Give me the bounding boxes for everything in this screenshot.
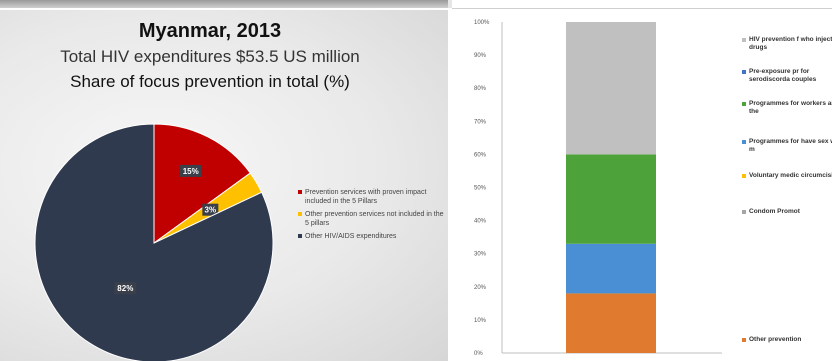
y-tick-label: 60% xyxy=(474,152,487,158)
bar-legend-swatch-2 xyxy=(742,70,746,74)
pie-legend-label-2: Other prevention services not included i… xyxy=(305,211,444,227)
y-tick-label: 80% xyxy=(474,86,487,92)
pie-legend-label-3: Other HIV/AIDS expenditures xyxy=(305,233,397,240)
pie-legend-swatch-2 xyxy=(298,212,302,216)
bar-legend-label-1: HIV prevention f who inject drugs xyxy=(749,36,832,51)
bar-legend-label-4: Programmes for have sex with m xyxy=(749,138,832,153)
bar-legend-swatch-3 xyxy=(742,102,746,106)
bar-legend-item-7: Other prevention xyxy=(742,336,832,344)
y-tick-label: 50% xyxy=(474,186,487,192)
bar-segment-4 xyxy=(566,243,656,294)
pie-legend-swatch-1 xyxy=(298,190,302,194)
bar-legend-item-1: HIV prevention f who inject drugs xyxy=(742,36,832,52)
y-tick-label: 40% xyxy=(474,219,487,225)
pie-slice-1 xyxy=(153,123,251,244)
pie-data-label-3: 82% xyxy=(117,284,133,293)
bar-legend-swatch-4 xyxy=(742,140,746,144)
pie-legend-swatch-3 xyxy=(298,234,302,238)
y-tick-label: 10% xyxy=(474,318,487,324)
y-tick-label: 0% xyxy=(474,351,483,357)
pie-chart: 15% 3% 82% xyxy=(34,123,274,361)
right-header-strip xyxy=(452,0,832,9)
bar-segment-7 xyxy=(566,22,656,155)
stacked-bar-chart: 0% 10% 20% 30% 40% 50% 60% 70% 80% 90% 100% xyxy=(474,20,722,357)
bar-legend-label-6: Condom Promot xyxy=(749,208,800,215)
bar-legend-item-5: Voluntary medic circumcision xyxy=(742,172,832,180)
y-tick-label: 90% xyxy=(474,53,487,59)
bar-segment-5 xyxy=(566,154,656,244)
stacked-bar-panel: 0% 10% 20% 30% 40% 50% 60% 70% 80% 90% 100% HIV pr… xyxy=(452,10,832,361)
y-tick-label: 30% xyxy=(474,252,487,258)
pie-legend-item-1: Prevention services with proven impact i… xyxy=(298,188,448,206)
bar-legend-item-4: Programmes for have sex with m xyxy=(742,138,832,154)
bar-legend-label-3: Programmes for workers and the xyxy=(749,100,832,115)
bar-legend-label-7: Other prevention xyxy=(749,336,802,343)
pie-chart-subtitle: Total HIV expenditures $53.5 US million xyxy=(60,47,360,66)
bar-legend-item-6: Condom Promot xyxy=(742,208,832,216)
left-header-strip xyxy=(0,0,448,8)
bar-legend-label-2: Pre-exposure pr for serodiscorda couples xyxy=(749,68,817,83)
y-tick-label: 20% xyxy=(474,285,487,291)
pie-chart-title: Myanmar, 2013 xyxy=(138,20,282,42)
pie-data-label-2: 3% xyxy=(205,206,217,215)
pie-legend: Prevention services with proven impact i… xyxy=(298,188,448,245)
bar-legend-swatch-5 xyxy=(742,174,746,178)
pie-label-box-1 xyxy=(179,164,202,177)
pie-label-box-3 xyxy=(114,282,137,295)
y-tick-label: 70% xyxy=(474,119,487,125)
y-tick-label: 100% xyxy=(474,20,490,26)
pie-slice-3 xyxy=(34,123,274,361)
bar-legend-swatch-6 xyxy=(742,210,746,214)
pie-legend-label-1: Prevention services with proven impact i… xyxy=(305,189,427,205)
bar-segment-1 xyxy=(566,293,656,353)
top-strip xyxy=(0,0,832,9)
pie-legend-item-3: Other HIV/AIDS expenditures xyxy=(298,232,448,241)
bar-legend-item-2: Pre-exposure pr for serodiscorda couples xyxy=(742,68,832,84)
bar-legend-label-5: Voluntary medic circumcision xyxy=(749,172,832,179)
pie-chart-subtitle-2: Share of focus prevention in total (%) xyxy=(70,72,350,91)
pie-data-label-1: 15% xyxy=(183,167,199,176)
bar-legend: HIV prevention f who inject drugs Pre-exp… xyxy=(742,10,832,361)
bar-legend-swatch-1 xyxy=(742,38,746,42)
pie-legend-item-2: Other prevention services not included i… xyxy=(298,210,448,228)
bar-legend-swatch-7 xyxy=(742,338,746,342)
pie-chart-panel: Myanmar, 2013 Total HIV expenditures $53… xyxy=(0,10,448,361)
pie-label-box-2 xyxy=(202,203,219,216)
bar-legend-item-3: Programmes for workers and the xyxy=(742,100,832,116)
